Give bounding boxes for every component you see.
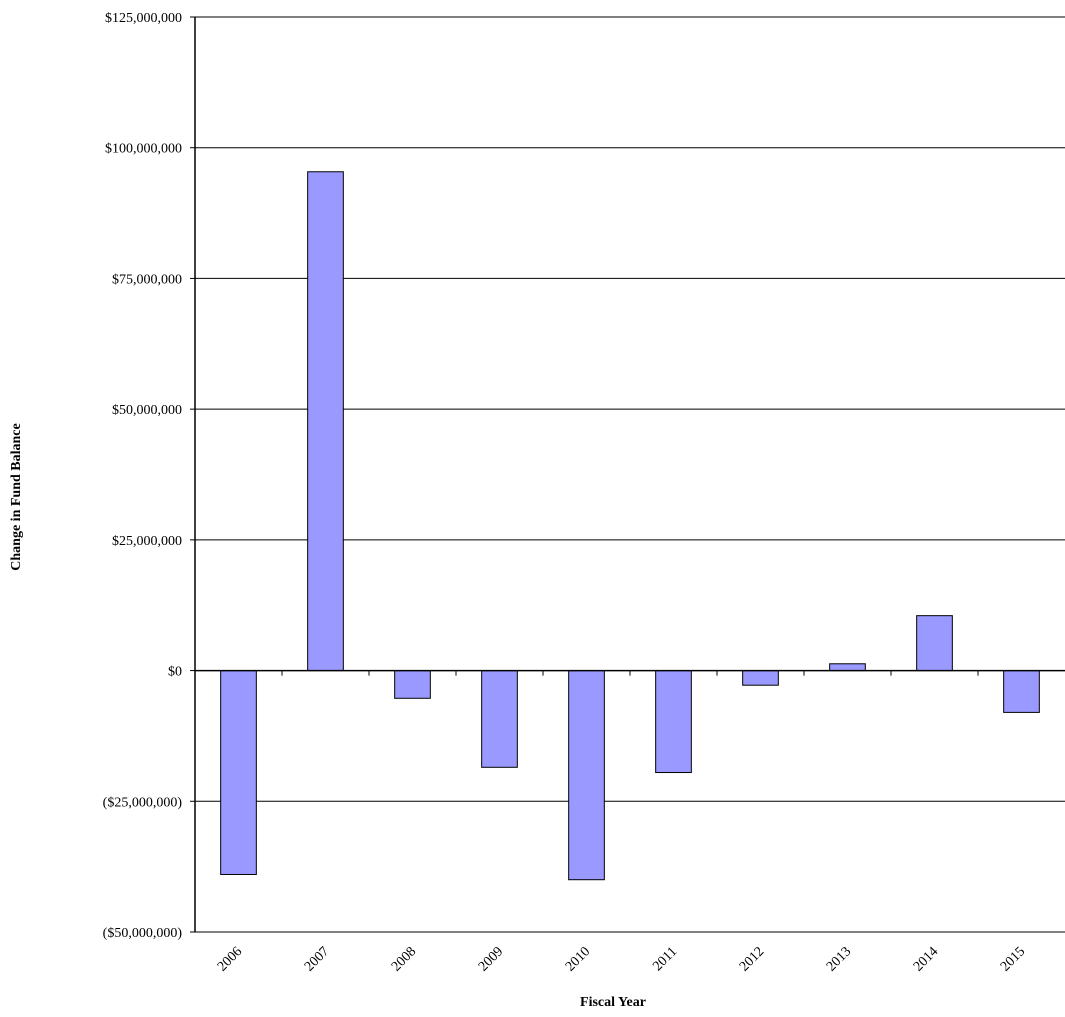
x-tick-label: 2012 — [737, 944, 767, 974]
x-tick-label: 2014 — [911, 944, 941, 974]
y-tick-label: $50,000,000 — [112, 403, 182, 418]
y-axis-title: Change in Fund Balance — [9, 423, 24, 570]
x-tick-label: 2008 — [389, 944, 419, 974]
x-tick-label: 2007 — [302, 944, 332, 974]
bar-2007 — [307, 171, 344, 672]
x-tick-label: 2006 — [215, 944, 245, 974]
bar-2014 — [916, 615, 953, 672]
bar-2009 — [481, 670, 518, 768]
y-tick-label: $100,000,000 — [105, 142, 182, 157]
bars — [220, 171, 1040, 881]
y-tick-label: $125,000,000 — [105, 11, 182, 26]
bar-2006 — [220, 670, 257, 875]
x-tick-label: 2009 — [476, 944, 506, 974]
y-tick-labels: $125,000,000 $100,000,000 $75,000,000 $50,0… — [103, 11, 183, 941]
x-tick-label: 2010 — [563, 944, 593, 974]
x-tick-label: 2011 — [650, 944, 680, 974]
y-tick-label: ($50,000,000) — [103, 926, 183, 941]
y-tick-label: $25,000,000 — [112, 534, 182, 549]
x-axis-title: Fiscal Year — [580, 995, 646, 1010]
y-tick-label: ($25,000,000) — [103, 795, 183, 810]
y-tick-label: $75,000,000 — [112, 272, 182, 287]
y-tick-label: $0 — [168, 665, 182, 680]
x-tick-label: 2015 — [998, 944, 1028, 974]
x-tick-labels: 2006 2007 2008 2009 2010 2011 2012 2013 2014 2015 — [215, 944, 1028, 974]
bar-2015 — [1003, 670, 1040, 713]
bar-2013 — [829, 663, 866, 672]
bar-2012 — [742, 670, 779, 686]
bar-2010 — [568, 670, 605, 881]
axes — [194, 17, 1065, 932]
bar-2011 — [655, 670, 692, 774]
bar-2008 — [394, 670, 431, 699]
x-tick-label: 2013 — [824, 944, 854, 974]
